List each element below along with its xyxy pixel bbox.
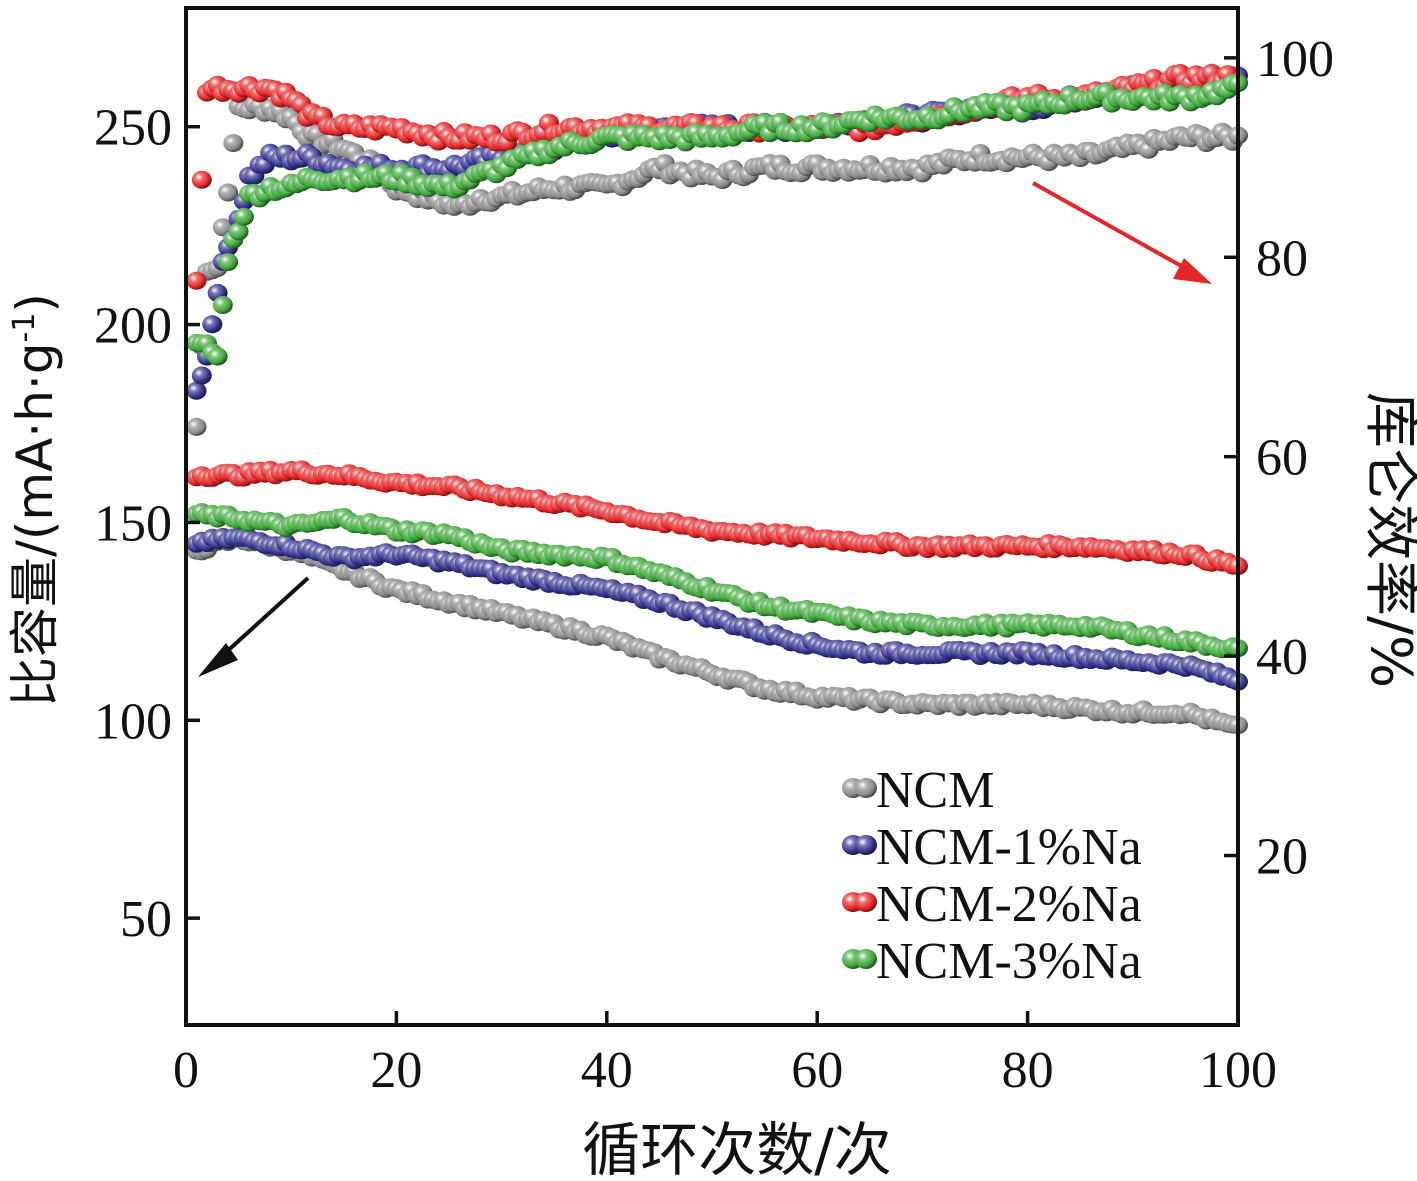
x-tick-label: 40 bbox=[581, 1042, 633, 1099]
capacity-series-NCM-3%Na bbox=[186, 503, 1248, 659]
right-y-tick-label: 80 bbox=[1256, 230, 1308, 287]
capacity-series-NCM-2%Na bbox=[186, 460, 1248, 575]
left-y-tick-label: 200 bbox=[94, 298, 172, 355]
right-y-tick-label: 60 bbox=[1256, 430, 1308, 487]
capacity-series-NCM-1%Na bbox=[186, 527, 1248, 691]
legend-marker-icon bbox=[855, 949, 877, 969]
x-tick-label: 60 bbox=[791, 1042, 843, 1099]
x-axis: 0 20 40 60 80 100 bbox=[173, 1011, 1277, 1099]
right-axis-arrowhead-icon bbox=[1173, 258, 1212, 284]
legend-label: NCM-3%Na bbox=[876, 933, 1142, 990]
legend-marker-icon bbox=[855, 892, 877, 912]
legend-item: NCM-2%Na bbox=[842, 876, 1142, 933]
data-point bbox=[191, 366, 212, 385]
x-tick-label: 100 bbox=[1199, 1042, 1277, 1099]
data-point bbox=[223, 134, 244, 153]
data-point bbox=[212, 296, 233, 314]
left-y-tick-label: 150 bbox=[94, 495, 172, 552]
legend-label: NCM-1%Na bbox=[876, 819, 1142, 876]
data-point bbox=[186, 271, 207, 290]
efficiency-series-NCM-3%Na bbox=[186, 74, 1248, 366]
left-axis-arrowhead-icon bbox=[198, 643, 238, 677]
legend-marker-icon bbox=[855, 778, 877, 798]
data-point bbox=[218, 253, 239, 272]
data-point bbox=[186, 417, 207, 436]
annotations bbox=[198, 181, 1212, 677]
data-point bbox=[202, 315, 223, 334]
left-y-axis-title: 比容量/(mA·h·g-1) bbox=[6, 293, 64, 707]
right-y-axis-title: 库仑效率/% bbox=[1358, 392, 1417, 688]
data-point bbox=[186, 381, 207, 400]
data-point bbox=[233, 207, 254, 226]
right-y-tick-label: 100 bbox=[1256, 31, 1334, 88]
x-tick-label: 0 bbox=[173, 1042, 199, 1099]
legend-marker-icon bbox=[855, 835, 877, 855]
legend-item: NCM-1%Na bbox=[842, 819, 1142, 876]
x-tick-label: 80 bbox=[1002, 1042, 1054, 1099]
x-tick-label: 20 bbox=[370, 1042, 422, 1099]
legend-item: NCM-3%Na bbox=[842, 933, 1142, 990]
right-axis-arrow bbox=[1032, 181, 1193, 274]
right-y-tick-label: 20 bbox=[1256, 829, 1308, 886]
right-y-axis: 20 40 60 80 100 bbox=[1224, 31, 1334, 886]
data-point bbox=[228, 222, 249, 241]
efficiency-series-NCM bbox=[186, 95, 1248, 436]
left-y-axis-title-sup: -1 bbox=[7, 313, 42, 343]
right-y-tick-label: 40 bbox=[1256, 629, 1308, 686]
data-point bbox=[218, 183, 239, 202]
left-y-tick-label: 100 bbox=[94, 693, 172, 750]
data-points bbox=[186, 63, 1248, 735]
legend-label: NCM bbox=[876, 762, 994, 819]
data-point bbox=[191, 170, 212, 189]
data-point bbox=[207, 347, 228, 366]
left-y-tick-label: 50 bbox=[120, 891, 172, 948]
legend-label: NCM-2%Na bbox=[876, 876, 1142, 933]
left-y-tick-label: 250 bbox=[94, 100, 172, 157]
left-y-axis: 50 100 150 200 250 bbox=[94, 100, 200, 948]
plot-frame bbox=[184, 6, 1240, 1027]
x-axis-title: 循环次数/次 bbox=[582, 1116, 892, 1181]
legend-item: NCM bbox=[842, 762, 994, 819]
